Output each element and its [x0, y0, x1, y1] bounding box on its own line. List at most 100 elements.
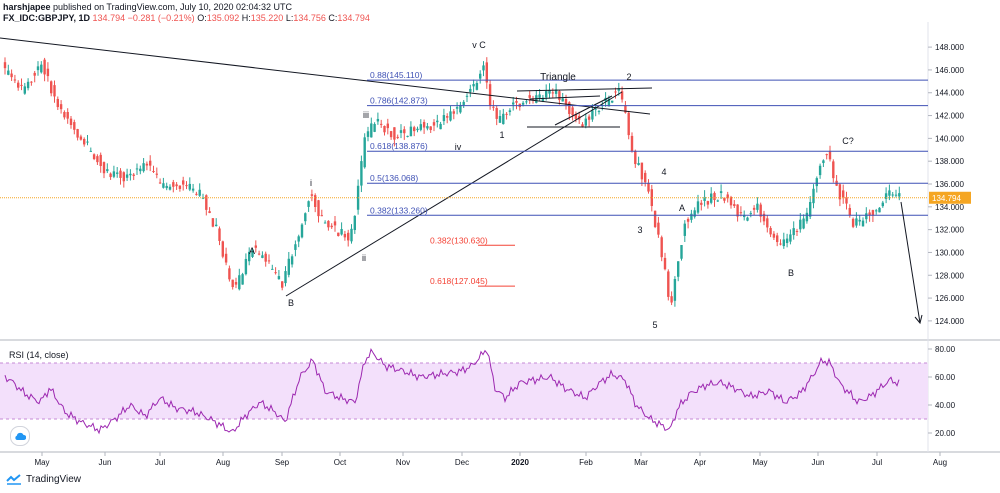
candle-body — [789, 234, 792, 242]
candle-body — [92, 154, 96, 160]
candle-body — [508, 110, 512, 113]
wave-label: A — [249, 246, 255, 256]
candle-body — [442, 115, 446, 122]
wave-label: ii — [362, 253, 366, 263]
candle-body — [686, 218, 690, 222]
publisher-name[interactable]: harshjapee — [3, 2, 51, 12]
candle-body — [208, 211, 211, 214]
close-label: C: — [328, 13, 338, 23]
candle-body — [680, 245, 683, 259]
candle-body — [647, 182, 650, 192]
candle-body — [591, 110, 594, 120]
candle-body — [419, 124, 422, 130]
candle-body — [776, 235, 779, 243]
candle-body — [86, 141, 89, 143]
candle-body — [10, 73, 13, 78]
price-tick-label: 144.000 — [935, 89, 964, 98]
open-value: 135.092 — [206, 13, 240, 23]
candle-body — [257, 253, 261, 255]
candle-body — [657, 222, 660, 235]
candle-body — [66, 112, 69, 119]
candle-body — [607, 98, 611, 107]
rsi-band — [0, 363, 928, 419]
candle-body — [667, 271, 670, 297]
candle-body — [449, 111, 452, 121]
candle-body — [485, 62, 488, 83]
candle-body — [211, 218, 215, 227]
candle-body — [749, 213, 752, 215]
candle-body — [182, 180, 185, 185]
wave-label: C? — [842, 136, 854, 146]
candle-body — [168, 186, 172, 190]
candle-body — [59, 104, 63, 110]
projection-arrowhead — [914, 314, 923, 325]
candle-body — [505, 113, 508, 115]
wave-label: iii — [363, 110, 369, 120]
candle-body — [36, 66, 40, 71]
triangle-inner-diag — [554, 95, 613, 126]
candle-body — [650, 189, 653, 207]
candle-body — [17, 82, 20, 88]
candle-body — [851, 218, 855, 227]
candle-body — [399, 130, 403, 133]
candle-body — [637, 163, 640, 165]
candle-body — [620, 91, 624, 100]
candle-body — [53, 85, 56, 97]
candle-body — [670, 296, 673, 303]
candle-body — [327, 220, 330, 228]
candle-body — [89, 150, 92, 152]
fib-level-label: 0.618(127.045) — [430, 276, 488, 286]
candle-body — [152, 171, 155, 173]
candle-body — [350, 228, 353, 242]
candle-body — [281, 281, 284, 288]
candle-body — [274, 272, 277, 274]
time-tick-label: Jun — [812, 458, 825, 467]
time-tick-label: Feb — [579, 458, 593, 467]
cloud-icon[interactable] — [10, 426, 30, 446]
candle-body — [205, 195, 208, 210]
candle-body — [630, 135, 634, 152]
candle-body — [416, 128, 419, 131]
symbol-name: FX_IDC:GBPJPY, 1D — [3, 13, 91, 23]
candle-body — [221, 241, 224, 257]
candle-body — [224, 253, 228, 263]
candle-body — [343, 233, 347, 238]
candle-body — [845, 197, 848, 204]
candle-body — [297, 236, 300, 242]
candle-body — [317, 200, 320, 217]
candle-body — [472, 84, 475, 87]
candle-body — [634, 150, 637, 165]
candle-body — [79, 136, 83, 140]
footer-brand[interactable]: TradingView — [6, 474, 81, 485]
candle-body — [271, 268, 274, 270]
candle-body — [795, 230, 799, 232]
candle-body — [165, 185, 168, 189]
candle-body — [228, 268, 231, 280]
time-tick-label: Jul — [155, 458, 165, 467]
candle-body — [743, 214, 746, 218]
candle-body — [769, 228, 772, 235]
candle-body — [571, 107, 574, 116]
candle-body — [469, 88, 472, 92]
candle-body — [799, 219, 802, 230]
candle-body — [40, 64, 43, 73]
candle-body — [175, 184, 178, 187]
trendline-top — [0, 37, 651, 115]
candle-body — [878, 207, 881, 213]
candle-body — [287, 258, 290, 275]
wave-label: B — [288, 298, 294, 308]
rsi-tick-label: 80.00 — [935, 345, 956, 354]
candle-body — [677, 261, 680, 277]
candle-body — [538, 94, 541, 98]
candle-body — [772, 233, 776, 238]
candle-body — [802, 218, 805, 229]
fib-level-label: 0.618(138.876) — [370, 141, 428, 151]
candle-body — [822, 160, 825, 164]
candle-body — [611, 100, 614, 103]
time-tick-label: Dec — [455, 458, 469, 467]
candle-body — [848, 207, 851, 216]
candle-body — [33, 72, 36, 76]
candle-body — [716, 200, 719, 202]
wave-label: iv — [455, 142, 462, 152]
